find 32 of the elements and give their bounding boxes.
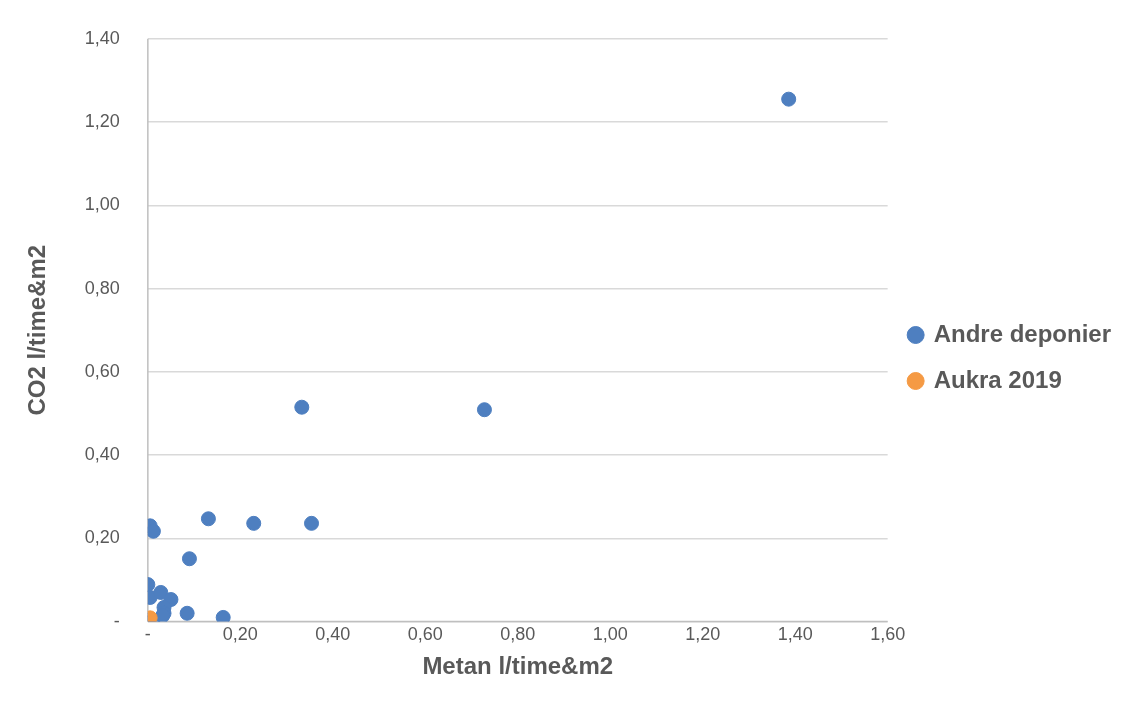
x-tick-label: 0,60 (407, 624, 443, 645)
point (181, 551, 197, 567)
y-tick-label: 1,40 (84, 27, 120, 48)
point (294, 399, 310, 415)
x-tick-label: 1,40 (777, 624, 813, 645)
point (179, 605, 195, 621)
point (147, 523, 161, 539)
legend-label: Andre deponier (933, 319, 1112, 347)
point (153, 584, 169, 600)
legend-label: Aukra 2019 (933, 365, 1062, 393)
y-tick-label: - (113, 610, 120, 631)
y-tick-label: 0,60 (84, 360, 120, 381)
x-tick-label: 1,60 (870, 624, 906, 645)
point (781, 91, 797, 107)
x-tick-label: 1,00 (592, 624, 628, 645)
y-tick-label: 0,40 (84, 444, 120, 465)
y-tick-label: 0,20 (84, 527, 120, 548)
y-axis-title: CO2 l/time&m2 (23, 244, 51, 416)
x-tick-label: 1,20 (685, 624, 721, 645)
x-tick-label: 0,20 (222, 624, 258, 645)
point (304, 515, 320, 531)
point (200, 511, 216, 527)
y-tick-label: 1,00 (84, 194, 120, 215)
x-axis-title: Metan l/time&m2 (422, 652, 614, 680)
y-tick-label: 1,20 (84, 111, 120, 132)
point (246, 515, 262, 531)
x-tick-label: 0,80 (500, 624, 536, 645)
point (476, 402, 492, 418)
point (215, 609, 231, 622)
y-tick-label: 0,80 (84, 277, 120, 298)
x-tick-label: - (144, 624, 151, 645)
x-tick-label: 0,40 (315, 624, 351, 645)
